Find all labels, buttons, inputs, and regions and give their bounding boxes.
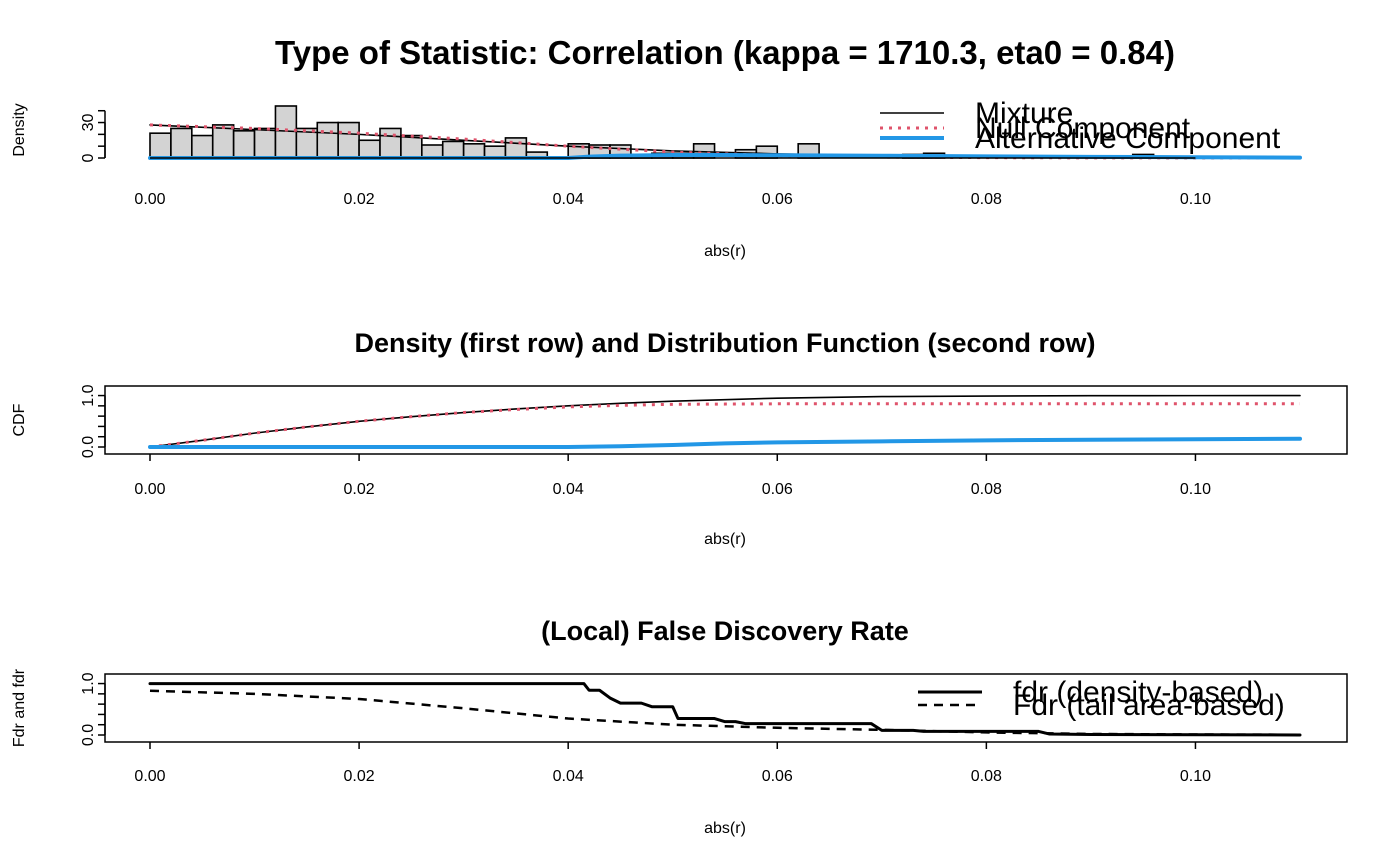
- legend-label: Alternative Component: [975, 122, 1281, 155]
- series-line: [149, 402, 1300, 449]
- x-tick-label: 0.04: [553, 191, 584, 208]
- panel-density: Type of Statistic: Correlation (kappa = …: [11, 34, 1302, 260]
- legend-label: Null Component: [975, 112, 1191, 145]
- y-tick-label: 0.0: [80, 436, 97, 458]
- legend-label: fdr (density-based): [1013, 676, 1263, 709]
- series-line: [149, 394, 1301, 448]
- series-line: [148, 153, 1302, 160]
- y-tick-label: 30: [80, 114, 97, 132]
- x-tick-label: 0.00: [134, 481, 165, 498]
- histogram-bar: [462, 143, 486, 159]
- x-axis-label: abs(r): [704, 243, 746, 260]
- y-axis-label: Density: [11, 103, 28, 156]
- plot-marks: 0.0 1.0 0.00 0.02 0.04 0.06 0.08 0.10: [80, 672, 1348, 785]
- histogram-bar: [191, 134, 214, 159]
- histogram-bar: [441, 140, 465, 159]
- x-tick-label: 0.02: [344, 768, 375, 785]
- x-tick-label: 0.10: [1180, 481, 1211, 498]
- legend-label: Mixture: [975, 97, 1073, 130]
- y-axis-label: Fdr and fdr: [11, 668, 28, 747]
- x-tick-label: 0.04: [553, 481, 584, 498]
- histogram-bar: [337, 121, 360, 159]
- y-tick-label: 0: [80, 153, 97, 162]
- legend: fdr (density-based)Fdr (tail area-based): [918, 676, 1285, 722]
- x-axis-label: abs(r): [704, 820, 746, 837]
- panel-cdf: Density (first row) and Distribution Fun…: [11, 328, 1348, 548]
- histogram-bar: [211, 124, 235, 159]
- x-tick-label: 0.02: [344, 481, 375, 498]
- chart-title: Type of Statistic: Correlation (kappa = …: [275, 34, 1175, 71]
- histogram-bar: [379, 127, 402, 159]
- series-line: [148, 436, 1302, 449]
- x-tick-label: 0.06: [762, 768, 793, 785]
- histogram-bar: [316, 121, 339, 159]
- histogram-bar: [400, 134, 423, 159]
- x-tick-label: 0.00: [134, 191, 165, 208]
- x-tick-label: 0.02: [344, 191, 375, 208]
- y-tick-label: 1.0: [80, 672, 97, 694]
- x-tick-label: 0.08: [971, 481, 1002, 498]
- histogram-bar: [504, 137, 528, 159]
- plot-marks: 0.0 1.0 0.00 0.02 0.04 0.06 0.08 0.10: [80, 384, 1348, 498]
- x-tick-label: 0.06: [762, 191, 793, 208]
- y-tick-label: 1.0: [80, 384, 97, 406]
- series-line: [149, 689, 1301, 736]
- y-axis-label: CDF: [11, 403, 28, 436]
- histogram-bar: [149, 132, 172, 159]
- chart-title: Density (first row) and Distribution Fun…: [355, 328, 1096, 358]
- x-tick-label: 0.10: [1180, 191, 1211, 208]
- x-tick-label: 0.06: [762, 481, 793, 498]
- series-line: [149, 123, 1301, 160]
- histogram-bar: [358, 139, 381, 159]
- x-tick-label: 0.10: [1180, 768, 1211, 785]
- x-tick-label: 0.08: [971, 768, 1002, 785]
- x-tick-label: 0.08: [971, 191, 1002, 208]
- x-tick-label: 0.00: [134, 768, 165, 785]
- histogram-bar: [253, 127, 277, 159]
- histogram-bar: [232, 130, 256, 159]
- legend-label: Fdr (tail area-based): [1013, 689, 1285, 722]
- histogram-bar: [170, 127, 193, 159]
- x-axis-label: abs(r): [704, 531, 746, 548]
- y-tick-label: 0.0: [80, 724, 97, 746]
- panel-fdr: (Local) False Discovery Rate abs(r) Fdr …: [11, 616, 1348, 837]
- x-tick-label: 0.04: [553, 768, 584, 785]
- plot-marks: 0 30 0.00 0.02 0.04 0.06 0.08 0.10: [80, 105, 1302, 208]
- chart-title: (Local) False Discovery Rate: [541, 616, 909, 646]
